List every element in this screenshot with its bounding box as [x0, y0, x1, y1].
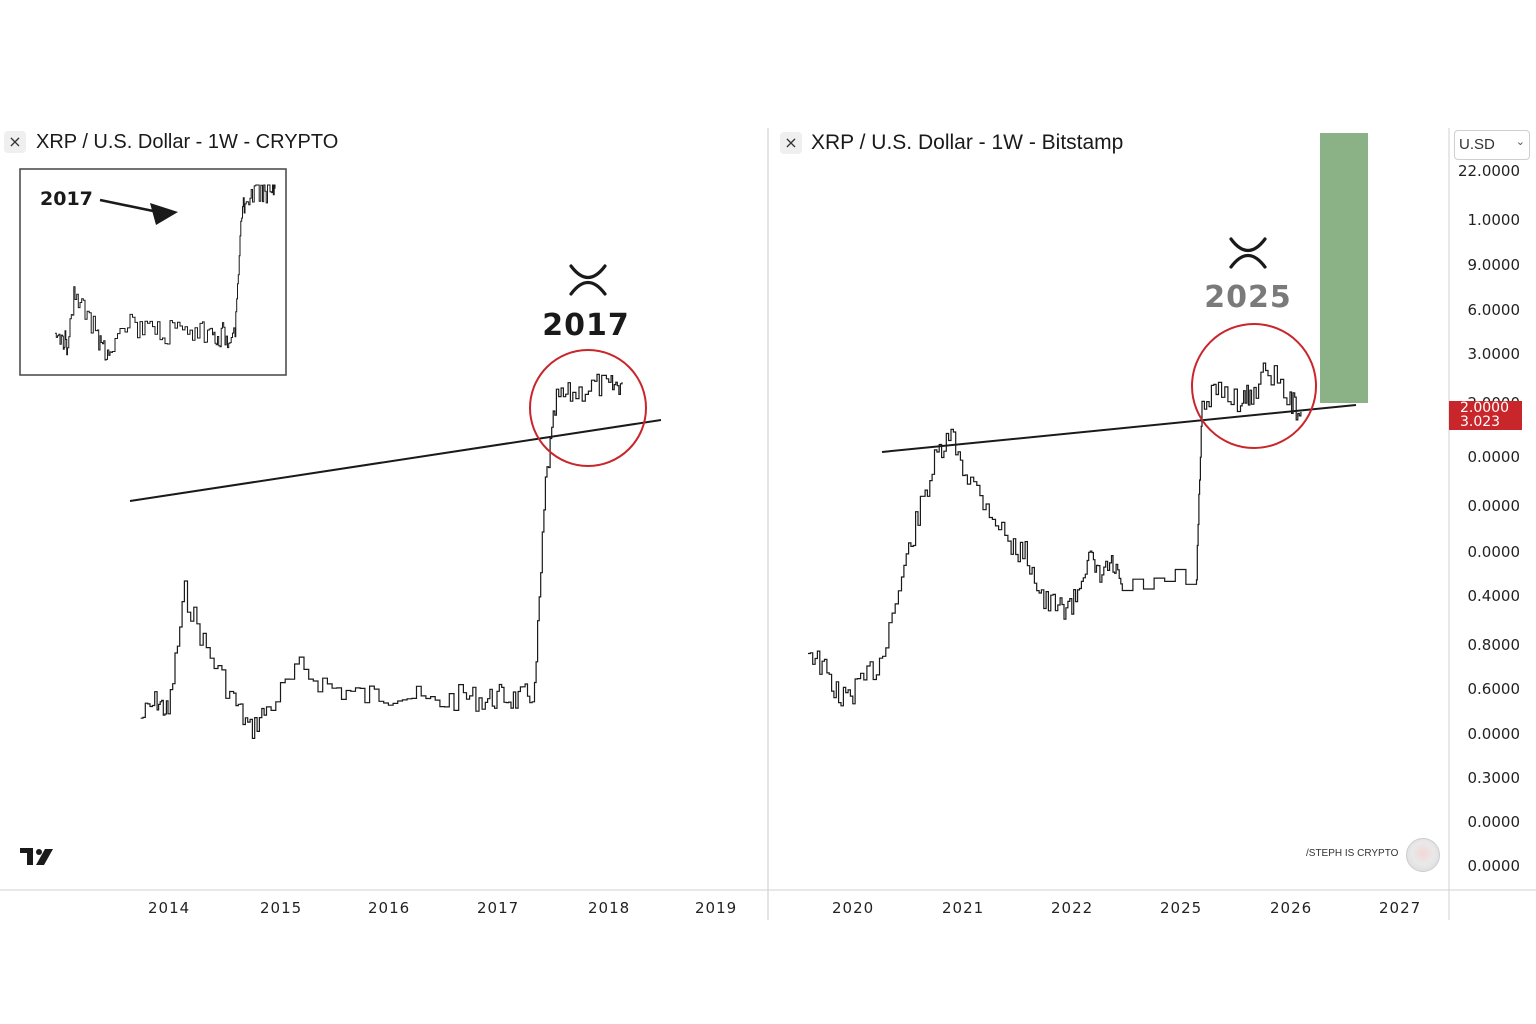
y-tick-label: 0.0000: [1467, 813, 1521, 831]
price-badge-line-1: 2.0000: [1460, 400, 1509, 416]
arrow-icon: [99, 198, 178, 225]
x-tick-label-left-2018: 2018: [588, 899, 631, 917]
y-tick-label: 1.0000: [1467, 211, 1521, 229]
panel-title-right: XRP / U.S. Dollar - 1W - Bitstamp: [811, 131, 1124, 154]
highlight-circle-left: [529, 349, 647, 467]
trendline-left: [129, 419, 662, 502]
xrp-logo-icon: [569, 264, 607, 296]
x-tick-label-left-2016: 2016: [368, 899, 411, 917]
y-tick-label: 0.4000: [1467, 587, 1521, 605]
currency-select[interactable]: U.SD ⌄: [1454, 130, 1530, 160]
x-tick-label-right-2020: 2020: [832, 899, 875, 917]
x-tick-label-left-2019: 2019: [695, 899, 738, 917]
author-credit: /STEPH IS CRYPTO: [1306, 848, 1399, 859]
y-tick-label: 0.0000: [1467, 448, 1521, 466]
y-tick-label: 22.0000: [1457, 162, 1520, 180]
y-tick-label: 0.0000: [1467, 497, 1521, 515]
inset-label: 2017: [40, 188, 93, 210]
y-tick-label: 3.0000: [1467, 345, 1521, 363]
inset-box: [19, 168, 287, 376]
x-tick-label-left-2017: 2017: [477, 899, 520, 917]
annotation-year-right: 2025: [1204, 280, 1292, 315]
y-tick-label: 0.0000: [1467, 725, 1521, 743]
highlight-circle-right: [1191, 323, 1317, 449]
x-tick-label-right-2022: 2022: [1051, 899, 1094, 917]
y-tick-label: 0.8000: [1467, 636, 1521, 654]
trendline-right: [881, 404, 1357, 453]
chevron-down-icon: ⌄: [1515, 136, 1525, 148]
x-tick-label-left-2014: 2014: [148, 899, 191, 917]
avatar: [1406, 838, 1440, 872]
inset-series-line: [55, 184, 276, 361]
series-line-left: [140, 373, 623, 739]
y-tick-label: 0.0000: [1467, 543, 1521, 561]
y-tick-label: 0.3000: [1467, 769, 1521, 787]
y-tick-label: 9.0000: [1467, 256, 1521, 274]
price-badge-line-2: 3.023: [1460, 414, 1501, 430]
x-tick-label-right-2027: 2027: [1379, 899, 1422, 917]
x-tick-label-right-2025: 2025: [1160, 899, 1203, 917]
y-tick-label: 0.6000: [1467, 680, 1521, 698]
x-tick-label-left-2015: 2015: [260, 899, 303, 917]
tradingview-logo-icon: [20, 848, 53, 865]
close-button-left[interactable]: ×: [4, 131, 26, 153]
close-icon: ×: [8, 132, 22, 151]
annotation-year-left: 2017: [542, 308, 630, 343]
y-tick-label: 6.0000: [1467, 301, 1521, 319]
y-tick-label: 0.0000: [1467, 857, 1521, 875]
close-icon: ×: [784, 133, 798, 152]
xrp-logo-icon: [1229, 237, 1267, 269]
series-line-right: [808, 362, 1302, 707]
current-price-badge: 2.0000 3.023: [1449, 401, 1522, 430]
x-tick-label-right-2021: 2021: [942, 899, 985, 917]
target-zone: [1320, 133, 1368, 403]
x-tick-label-right-2026: 2026: [1270, 899, 1313, 917]
close-button-right[interactable]: ×: [780, 132, 802, 154]
panel-title-left: XRP / U.S. Dollar - 1W - CRYPTO: [36, 131, 339, 153]
currency-select-value: U.SD: [1459, 136, 1495, 153]
